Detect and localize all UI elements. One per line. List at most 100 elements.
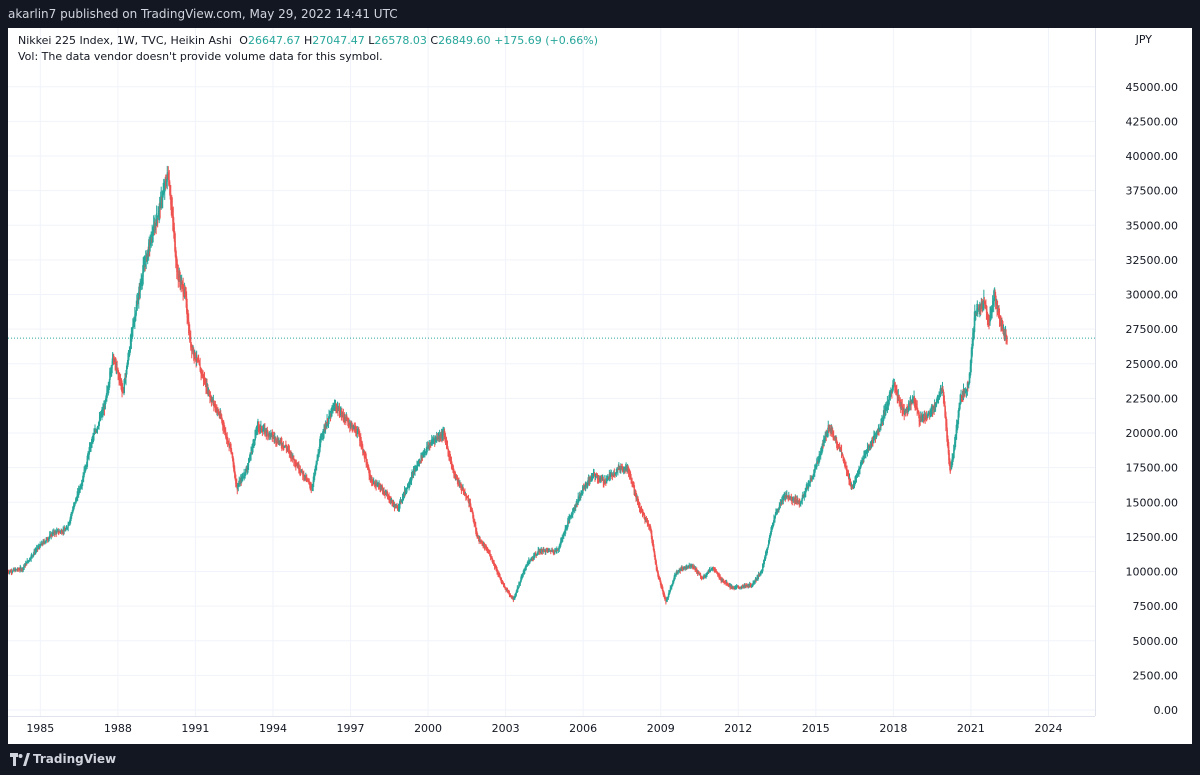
candle-body[interactable] <box>79 485 81 491</box>
candle-body[interactable] <box>864 453 866 456</box>
candle-body[interactable] <box>915 404 917 407</box>
candle-body[interactable] <box>983 300 985 305</box>
candle-body[interactable] <box>784 496 786 498</box>
candle-body[interactable] <box>71 512 73 516</box>
candle-body[interactable] <box>872 441 874 443</box>
candle-body[interactable] <box>982 306 984 308</box>
candle-body[interactable] <box>816 459 818 464</box>
candle-body[interactable] <box>554 550 556 553</box>
candle-body[interactable] <box>169 181 171 195</box>
candle-body[interactable] <box>1002 327 1004 334</box>
candle-body[interactable] <box>794 497 796 501</box>
candle-body[interactable] <box>540 550 542 552</box>
candle-body[interactable] <box>459 484 461 486</box>
candle-body[interactable] <box>383 490 385 492</box>
candle-body[interactable] <box>993 298 995 305</box>
candle-body[interactable] <box>543 549 545 551</box>
candle-body[interactable] <box>463 491 465 494</box>
candle-body[interactable] <box>173 227 175 237</box>
candle-body[interactable] <box>878 429 880 432</box>
candle-body[interactable] <box>684 567 686 570</box>
candle-body[interactable] <box>231 452 233 455</box>
candle-body[interactable] <box>157 215 159 219</box>
candle-body[interactable] <box>233 464 235 473</box>
candle-body[interactable] <box>813 474 815 477</box>
candle-body[interactable] <box>609 473 611 477</box>
candle-body[interactable] <box>163 190 165 192</box>
candle-body[interactable] <box>388 495 390 497</box>
candle-body[interactable] <box>390 500 392 503</box>
candle-body[interactable] <box>467 496 469 500</box>
candle-body[interactable] <box>399 502 401 508</box>
candle-body[interactable] <box>404 489 406 496</box>
candle-body[interactable] <box>551 550 553 552</box>
candle-body[interactable] <box>664 595 666 600</box>
candle-body[interactable] <box>464 493 466 495</box>
candle-body[interactable] <box>67 523 69 528</box>
candle-body[interactable] <box>102 410 104 412</box>
candle-body[interactable] <box>49 533 51 537</box>
candle-body[interactable] <box>875 432 877 435</box>
candle-body[interactable] <box>864 451 866 455</box>
candle-body[interactable] <box>275 439 277 443</box>
candle-body[interactable] <box>39 543 41 548</box>
candle-body[interactable] <box>748 585 750 588</box>
candle-body[interactable] <box>42 543 44 545</box>
candle-body[interactable] <box>688 566 690 568</box>
candle-body[interactable] <box>397 507 399 511</box>
candle-body[interactable] <box>876 431 878 434</box>
candle-body[interactable] <box>401 500 403 502</box>
candle-body[interactable] <box>159 206 161 210</box>
candle-body[interactable] <box>614 472 616 475</box>
candle-body[interactable] <box>736 586 738 588</box>
candle-body[interactable] <box>170 193 172 205</box>
candle-body[interactable] <box>160 195 162 203</box>
candle-body[interactable] <box>278 441 280 443</box>
candle-body[interactable] <box>979 307 981 310</box>
candle-body[interactable] <box>734 588 736 590</box>
candle-body[interactable] <box>38 546 40 548</box>
candle-body[interactable] <box>738 587 740 589</box>
candle-body[interactable] <box>617 466 619 472</box>
candle-body[interactable] <box>390 499 392 501</box>
candle-body[interactable] <box>814 468 816 474</box>
candle-body[interactable] <box>975 311 977 316</box>
candle-body[interactable] <box>797 500 799 503</box>
candle-body[interactable] <box>37 548 39 550</box>
candle-body[interactable] <box>661 586 663 591</box>
candle-body[interactable] <box>820 450 822 457</box>
candle-body[interactable] <box>274 437 276 439</box>
candle-body[interactable] <box>410 480 412 482</box>
candle-body[interactable] <box>392 502 394 504</box>
candle-body[interactable] <box>272 436 274 438</box>
candle-body[interactable] <box>39 547 41 549</box>
candle-body[interactable] <box>744 585 746 587</box>
candle-body[interactable] <box>606 477 608 481</box>
candle-body[interactable] <box>1006 338 1008 343</box>
candle-body[interactable] <box>737 586 739 588</box>
candle-body[interactable] <box>740 587 742 589</box>
candle-body[interactable] <box>41 543 43 545</box>
candle-body[interactable] <box>50 533 52 537</box>
candle-body[interactable] <box>267 434 269 436</box>
candle-body[interactable] <box>605 478 607 482</box>
candle-body[interactable] <box>271 433 273 438</box>
candle-body[interactable] <box>411 473 413 479</box>
candle-body[interactable] <box>821 443 823 450</box>
candle-body[interactable] <box>58 531 60 533</box>
candle-body[interactable] <box>742 586 744 588</box>
candle-body[interactable] <box>677 570 679 573</box>
candle-body[interactable] <box>825 434 827 437</box>
candle-body[interactable] <box>991 305 993 312</box>
candle-body[interactable] <box>68 524 70 526</box>
candle-body[interactable] <box>741 585 743 588</box>
candle-body[interactable] <box>45 538 47 542</box>
candle-body[interactable] <box>168 176 170 185</box>
candle-body[interactable] <box>821 447 823 453</box>
candle-body[interactable] <box>985 305 987 313</box>
candle-body[interactable] <box>555 550 557 552</box>
candle-body[interactable] <box>269 433 271 435</box>
candle-body[interactable] <box>188 319 190 333</box>
candle-body[interactable] <box>47 539 49 541</box>
candle-body[interactable] <box>399 500 401 505</box>
